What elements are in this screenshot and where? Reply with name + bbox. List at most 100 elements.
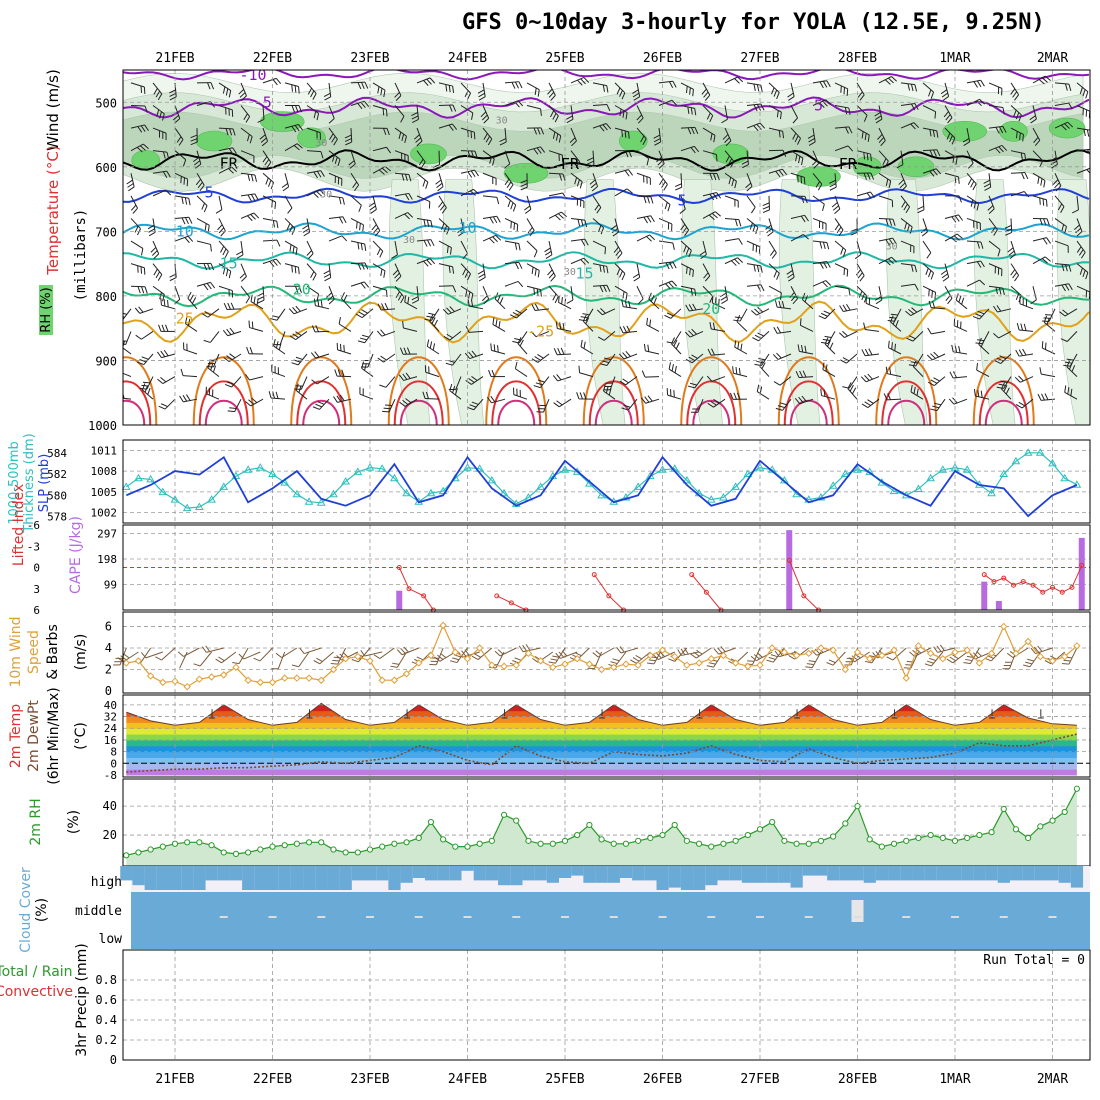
cloud-high-bar: [839, 866, 852, 881]
wind-barb: [648, 298, 660, 310]
wind-barb: [857, 272, 863, 279]
wind-barb: [867, 399, 874, 404]
cloud-high-bar: [144, 866, 157, 890]
wind-barb: [402, 399, 409, 405]
wind-speed-point: [683, 661, 691, 669]
cloud-high-bar: [449, 866, 462, 881]
wind-barb: [906, 337, 914, 342]
wind-barb: [545, 250, 552, 256]
wind-barb: [808, 138, 815, 143]
wind-barb: [405, 372, 411, 379]
wind-barb: [548, 285, 559, 297]
wind-barb: [690, 147, 696, 154]
wind-barb: [1039, 218, 1043, 226]
date-label-bottom: 1MAR: [939, 1072, 970, 1087]
wind-barb: [947, 117, 953, 124]
wind-barb: [123, 316, 125, 318]
wind-barb: [452, 85, 455, 94]
wind-barb: [884, 160, 889, 168]
cloud-high-bar: [802, 866, 815, 876]
wind-barb: [381, 330, 396, 337]
wind-barb: [478, 273, 485, 278]
wind-barb: [138, 306, 144, 313]
wind-barb: [685, 358, 693, 364]
wind-barb: [1067, 387, 1070, 395]
wind-barb: [802, 299, 814, 310]
wind-barb: [1049, 157, 1057, 162]
wind-barb: [1001, 145, 1008, 151]
wind-barb: [510, 314, 517, 319]
wind-barb: [482, 150, 495, 160]
wind-barb: [944, 263, 950, 278]
cape-label: CAPE (J/kg): [68, 516, 84, 594]
wind-barb: [137, 126, 143, 133]
wind-barb: [758, 357, 766, 361]
wind-barb: [787, 92, 794, 98]
wind-barb: [295, 305, 301, 312]
wind-barb: [942, 96, 949, 101]
wind-barb: [164, 398, 176, 410]
wind-barb: [762, 202, 770, 207]
wind-barb: [489, 237, 495, 244]
wind-barb: [306, 263, 317, 275]
lifted-index-line: [398, 567, 434, 611]
wind-barb: [504, 240, 519, 244]
contour-label: 10: [458, 219, 476, 237]
wind-barb: [467, 150, 471, 158]
wind-barb: [1030, 118, 1037, 124]
wind-barb: [204, 310, 211, 316]
cloud-high-bar: [181, 866, 194, 890]
wind-barb: [194, 163, 202, 169]
wind-barb: [357, 340, 365, 344]
wind-barb: [1064, 385, 1067, 393]
wind-barb: [824, 337, 829, 345]
wind-barb: [298, 86, 300, 94]
wind-barb: [350, 281, 365, 287]
wind-barb: [790, 234, 804, 242]
wind-barb: [807, 134, 815, 139]
wind-barb: [1049, 655, 1057, 660]
wind-speed-point: [1000, 622, 1008, 631]
boundary-layer-contour: [497, 399, 536, 425]
wind-barb: [1085, 91, 1089, 99]
wind-barb: [650, 196, 654, 204]
wind-barb: [750, 206, 756, 214]
cloud-high-bar: [571, 866, 584, 876]
wind-tick-label: 6: [105, 619, 112, 633]
wind-barb: [372, 240, 384, 252]
wind-barb: [1037, 176, 1040, 184]
wind-barb: [976, 363, 979, 371]
wind-barb: [604, 247, 607, 255]
wind-barb: [870, 154, 872, 162]
wind-barb: [965, 658, 973, 662]
wind-barb: [769, 249, 775, 256]
temp-tick-label: 40: [104, 699, 117, 712]
wind-barb: [201, 313, 209, 318]
wind-axis-label: Wind (m/s): [44, 69, 62, 151]
wind-barb: [494, 298, 506, 310]
wind-barb: [448, 85, 451, 93]
temp-tick-label: 16: [104, 734, 117, 747]
rh2m-point: [318, 839, 325, 846]
wind-barb: [618, 353, 625, 360]
wind-barb: [761, 362, 766, 370]
wind-barb: [851, 655, 858, 661]
wind-barb: [730, 260, 737, 266]
rh2m-point: [1061, 808, 1068, 816]
wind-barb: [526, 82, 540, 91]
wind-barb: [185, 217, 189, 225]
wind-barb: [760, 284, 765, 292]
wind-barb: [316, 190, 322, 197]
wind-speed-point: [1048, 657, 1057, 665]
wind-barb: [1030, 647, 1036, 654]
wind-barb: [328, 82, 332, 97]
wind-barb: [537, 89, 540, 97]
wind-barb: [996, 386, 1004, 389]
wind-barb: [474, 169, 479, 177]
wind-barb: [590, 182, 597, 189]
wind-barb: [988, 195, 995, 210]
wind-barb: [249, 376, 264, 381]
wind-barb: [913, 122, 920, 129]
cape-panel-frame: [122, 524, 1091, 611]
wind-barb: [474, 151, 478, 158]
